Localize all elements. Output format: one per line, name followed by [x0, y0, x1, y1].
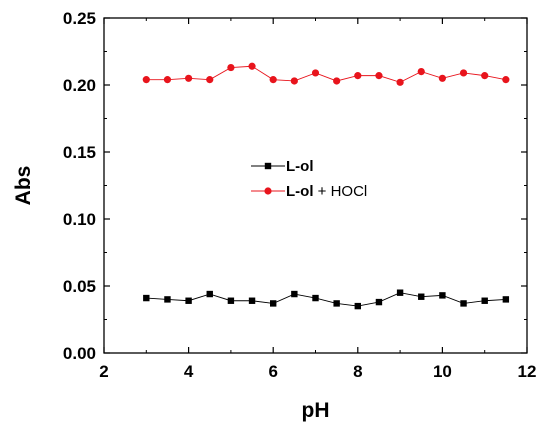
- legend-label: L-ol + HOCl: [286, 183, 367, 200]
- series-1: [143, 289, 510, 310]
- data-point: [417, 68, 425, 76]
- x-axis-label: pH: [302, 399, 330, 422]
- data-point: [375, 72, 383, 80]
- x-tick-label: 2: [99, 362, 108, 381]
- data-point: [333, 300, 340, 307]
- data-point: [354, 302, 361, 310]
- data-point: [291, 290, 298, 298]
- series-line: [146, 292, 506, 307]
- data-point: [396, 289, 404, 296]
- series-2: [142, 62, 510, 86]
- legend-label-rest: + HOCl: [314, 183, 368, 200]
- legend-marker: [264, 162, 272, 170]
- legend-label: L-ol: [286, 158, 314, 175]
- data-point: [418, 293, 425, 300]
- data-point: [164, 296, 171, 303]
- data-point: [459, 69, 468, 77]
- y-tick-label: 0.10: [63, 210, 96, 229]
- data-point: [248, 62, 256, 70]
- data-point: [163, 76, 172, 84]
- legend-label-bold: L-ol: [286, 158, 314, 175]
- data-point: [502, 76, 510, 84]
- data-point: [142, 76, 150, 84]
- x-tick-label: 10: [433, 362, 452, 381]
- series-line: [146, 65, 506, 83]
- y-tick-label: 0.15: [63, 143, 96, 162]
- y-tick-label: 0.20: [63, 76, 96, 95]
- data-point: [143, 294, 150, 302]
- ticks: 2 4 6 8 10 12 0.00 0.05 0.10 0.15 0.20 0.25: [63, 9, 537, 381]
- data-point: [185, 74, 193, 82]
- data-point: [227, 297, 235, 304]
- data-point: [206, 290, 213, 298]
- data-point: [438, 74, 446, 82]
- y-tick-label: 0.00: [63, 344, 96, 363]
- legend: L-olL-ol + HOCl: [251, 158, 367, 200]
- x-tick-label: 8: [353, 362, 362, 381]
- data-point: [481, 297, 488, 304]
- legend-label-bold: L-ol: [286, 183, 314, 200]
- legend-item: L-ol + HOCl: [251, 183, 367, 200]
- data-point: [311, 69, 320, 77]
- data-point: [439, 292, 446, 299]
- data-point: [290, 77, 298, 85]
- x-tick-label: 12: [518, 362, 537, 381]
- y-tick-label: 0.05: [63, 277, 96, 296]
- data-point: [481, 72, 489, 80]
- data-point: [396, 78, 404, 86]
- y-tick-label: 0.25: [63, 9, 96, 28]
- data-point: [460, 300, 467, 307]
- data-point: [185, 297, 192, 304]
- x-tick-label: 6: [268, 362, 277, 381]
- legend-marker: [264, 187, 272, 195]
- data-point: [227, 63, 235, 72]
- legend-item: L-ol: [251, 158, 314, 175]
- data-point: [375, 298, 383, 306]
- data-point: [270, 300, 277, 307]
- data-point: [502, 296, 510, 303]
- data-point: [354, 72, 362, 80]
- data-point: [206, 76, 214, 84]
- data-point: [269, 76, 277, 84]
- y-axis-label: Abs: [12, 166, 35, 206]
- data-point: [312, 294, 319, 302]
- x-tick-label: 4: [184, 362, 194, 381]
- series-layer: [142, 62, 510, 310]
- data-point: [333, 77, 341, 85]
- data-point: [248, 297, 256, 304]
